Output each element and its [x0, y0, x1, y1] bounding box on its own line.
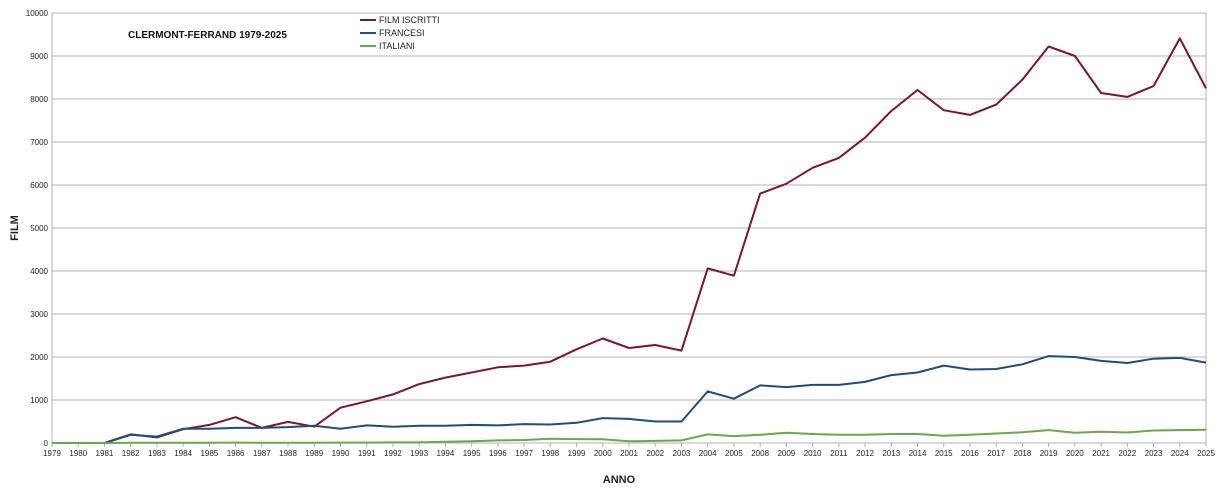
x-tick-label: 2005 — [725, 449, 743, 458]
y-tick-label: 1000 — [30, 396, 48, 405]
x-tick-label: 1994 — [437, 449, 455, 458]
y-tick-label: 3000 — [30, 310, 48, 319]
series-line-film-iscritti — [52, 37, 1207, 444]
chart-title: CLERMONT-FERRAND 1979-2025 — [128, 30, 287, 41]
series-line-italiani — [52, 428, 1207, 444]
x-tick-label: 1995 — [463, 449, 481, 458]
x-tick-label: 1987 — [253, 449, 271, 458]
tick-labels: 0 1000 2000 3000 4000 5000 6000 7000 8000 9000 100… — [26, 9, 1216, 458]
x-tick-label: 1988 — [279, 449, 297, 458]
x-tick-label: 1991 — [358, 449, 376, 458]
y-tick-label: 4000 — [30, 267, 48, 276]
x-tick-label: 2012 — [856, 449, 874, 458]
y-tick-label: 2000 — [30, 353, 48, 362]
y-tick-label: 9000 — [30, 52, 48, 61]
x-tick-label: 2021 — [1092, 449, 1110, 458]
x-tick-label: 2010 — [804, 449, 822, 458]
y-tick-label: 0 — [44, 439, 49, 448]
x-tick-label: 1985 — [200, 449, 218, 458]
y-tick-label: 5000 — [30, 224, 48, 233]
x-tick-label: 1996 — [489, 449, 507, 458]
x-tick-label: 1993 — [410, 449, 428, 458]
x-tick-label: 1983 — [148, 449, 166, 458]
y-tick-label: 7000 — [30, 138, 48, 147]
x-tick-label: 2017 — [987, 449, 1005, 458]
x-tick-label: 2013 — [882, 449, 900, 458]
x-tick-label: 1998 — [541, 449, 559, 458]
y-tick-label: 10000 — [26, 9, 49, 18]
x-tick-label: 2015 — [935, 449, 953, 458]
axes — [51, 13, 1207, 447]
x-tick-label: 2025 — [1197, 449, 1215, 458]
y-axis-title: FILM — [9, 215, 21, 241]
x-tick-label: 1992 — [384, 449, 402, 458]
x-tick-label: 1990 — [332, 449, 350, 458]
x-tick-label: 2003 — [673, 449, 691, 458]
x-tick-label: 2008 — [751, 449, 769, 458]
legend-label: ITALIANI — [379, 41, 415, 51]
x-tick-label: 1980 — [69, 449, 87, 458]
x-tick-label: 1981 — [96, 449, 114, 458]
x-tick-label: 2023 — [1145, 449, 1163, 458]
x-tick-label: 2000 — [594, 449, 612, 458]
x-tick-label: 2018 — [1014, 449, 1032, 458]
x-tick-label: 1989 — [305, 449, 323, 458]
x-tick-label: 2001 — [620, 449, 638, 458]
x-tick-label: 1984 — [174, 449, 192, 458]
x-tick-label: 2019 — [1040, 449, 1058, 458]
y-tick-label: 8000 — [30, 95, 48, 104]
x-tick-label: 2002 — [646, 449, 664, 458]
x-tick-label: 1997 — [515, 449, 533, 458]
series-line-francesi — [52, 355, 1207, 444]
gridlines — [52, 12, 1206, 444]
x-tick-label: 1979 — [43, 449, 61, 458]
x-tick-label: 1982 — [122, 449, 140, 458]
x-tick-label: 2014 — [909, 449, 927, 458]
series-lines — [52, 37, 1207, 444]
x-axis-title: ANNO — [603, 474, 636, 486]
x-tick-label: 2020 — [1066, 449, 1084, 458]
x-tick-label: 1999 — [568, 449, 586, 458]
x-tick-label: 2016 — [961, 449, 979, 458]
legend-label: FILM ISCRITTI — [379, 15, 440, 25]
x-tick-label: 2022 — [1118, 449, 1136, 458]
y-tick-label: 6000 — [30, 181, 48, 190]
legend-label: FRANCESI — [379, 28, 425, 38]
x-tick-label: 2011 — [830, 449, 848, 458]
legend: FILM ISCRITTI FRANCESI ITALIANI — [360, 15, 440, 51]
x-tick-label: 2004 — [699, 449, 717, 458]
x-tick-label: 1986 — [227, 449, 245, 458]
x-tick-label: 2009 — [777, 449, 795, 458]
x-tick-label: 2024 — [1171, 449, 1189, 458]
